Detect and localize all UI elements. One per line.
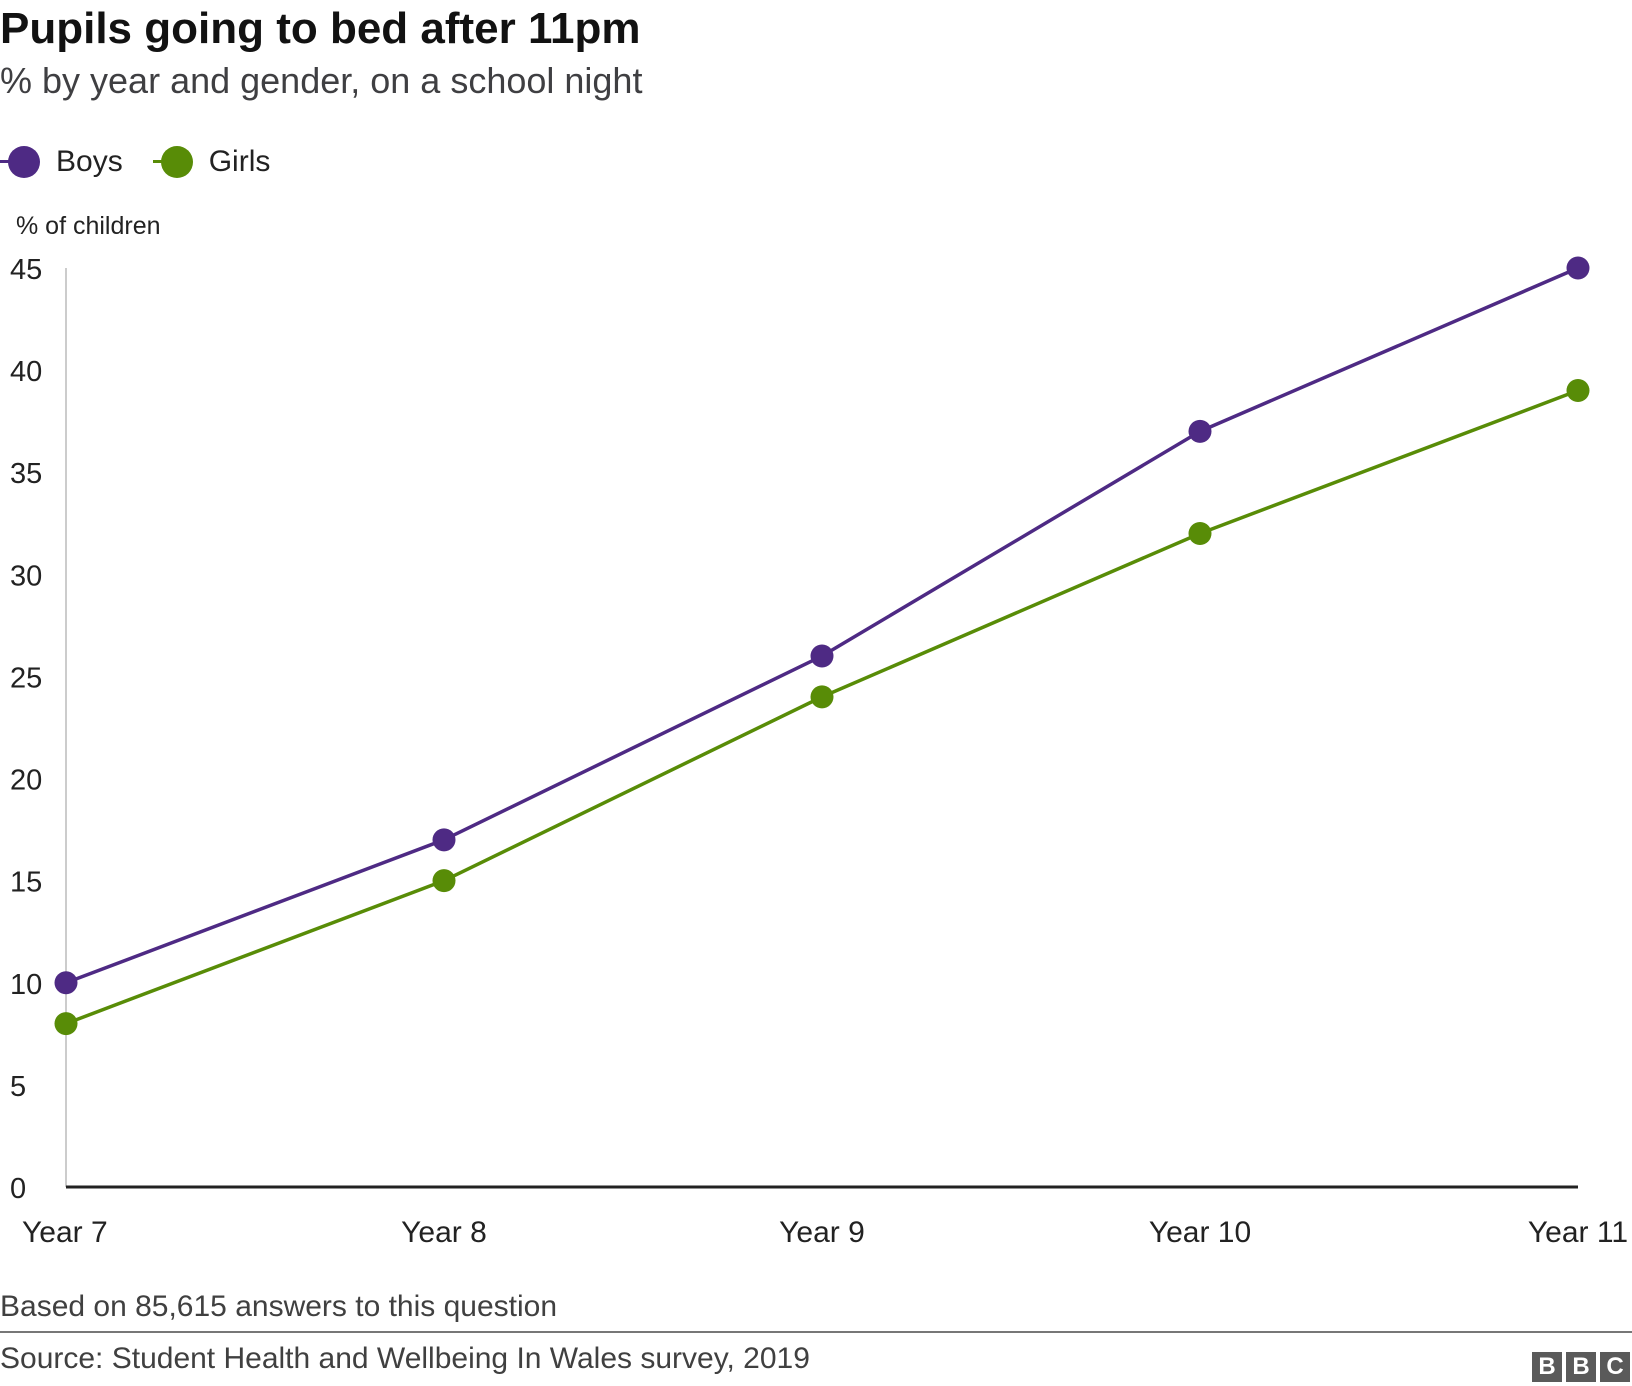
data-point-boys [1566, 256, 1590, 280]
y-tick-label: 0 [10, 1173, 26, 1205]
chart-title: Pupils going to bed after 11pm [0, 4, 641, 53]
data-point-girls [432, 869, 456, 893]
data-point-boys [810, 644, 834, 668]
data-point-girls [810, 685, 834, 709]
data-point-girls [1566, 379, 1590, 403]
legend-dot-boys [8, 146, 40, 178]
line-chart: 0 5 10 15 20 25 30 35 40 45 Year 7 Year 8 Year 9 Year… [10, 254, 1628, 1249]
legend-swatch-girls [152, 140, 197, 184]
x-tick-label: Year 10 [1149, 1216, 1251, 1249]
bbc-logo-letter: B [1566, 1352, 1596, 1382]
bbc-logo-letter: B [1532, 1352, 1562, 1382]
x-tick-label: Year 7 [22, 1216, 108, 1249]
legend-label-girls: Girls [208, 145, 271, 178]
bbc-logo-letter: C [1600, 1352, 1630, 1382]
x-tick-label: Year 9 [779, 1216, 865, 1249]
y-tick-label: 25 [10, 662, 42, 694]
x-tick-label: Year 11 [1528, 1216, 1628, 1249]
footnote: Based on 85,615 answers to this question [0, 1290, 558, 1323]
data-point-girls [1188, 521, 1212, 545]
data-point-girls [54, 1012, 78, 1036]
legend-item-girls: Girls [152, 140, 271, 184]
legend: Boys Girls [0, 140, 300, 184]
y-tick-label: 30 [10, 560, 42, 592]
y-tick-label: 40 [10, 356, 42, 388]
series-line-boys [65, 266, 1579, 985]
data-point-boys [54, 971, 78, 995]
bbc-logo: B B C [1528, 1352, 1630, 1382]
y-tick-label: 10 [10, 969, 42, 1001]
chart-subtitle: % by year and gender, on a school night [0, 60, 643, 101]
legend-dot-girls [160, 146, 193, 178]
source-note: Source: Student Health and Wellbeing In … [0, 1342, 810, 1375]
legend-swatch-boys [0, 140, 44, 184]
y-tick-label: 20 [10, 765, 42, 797]
y-tick-label: 5 [10, 1071, 26, 1103]
legend-item-boys: Boys [0, 140, 123, 184]
data-point-boys [432, 828, 456, 852]
footer-divider [0, 1331, 1632, 1333]
y-tick-label: 35 [10, 458, 42, 490]
y-tick-label: 45 [10, 254, 42, 286]
x-tick-label: Year 8 [401, 1216, 487, 1249]
y-tick-label: 15 [10, 867, 42, 899]
data-point-boys [1188, 419, 1212, 443]
legend-label-boys: Boys [56, 145, 123, 178]
y-axis-label: % of children [16, 212, 161, 240]
